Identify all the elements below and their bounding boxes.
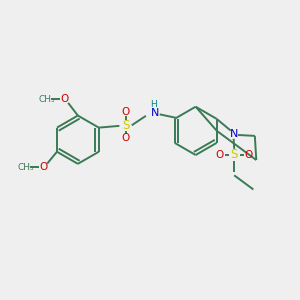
Text: CH₃: CH₃ <box>39 95 55 104</box>
Text: N: N <box>151 108 159 118</box>
Text: O: O <box>122 133 130 143</box>
Text: O: O <box>215 150 223 160</box>
Text: O: O <box>40 162 48 172</box>
Text: O: O <box>245 150 253 160</box>
Text: S: S <box>122 119 130 132</box>
Text: S: S <box>230 148 238 161</box>
Text: H: H <box>151 100 157 109</box>
Text: O: O <box>122 107 130 117</box>
Text: O: O <box>61 94 69 104</box>
Text: N: N <box>230 128 238 139</box>
Text: CH₃: CH₃ <box>18 163 34 172</box>
